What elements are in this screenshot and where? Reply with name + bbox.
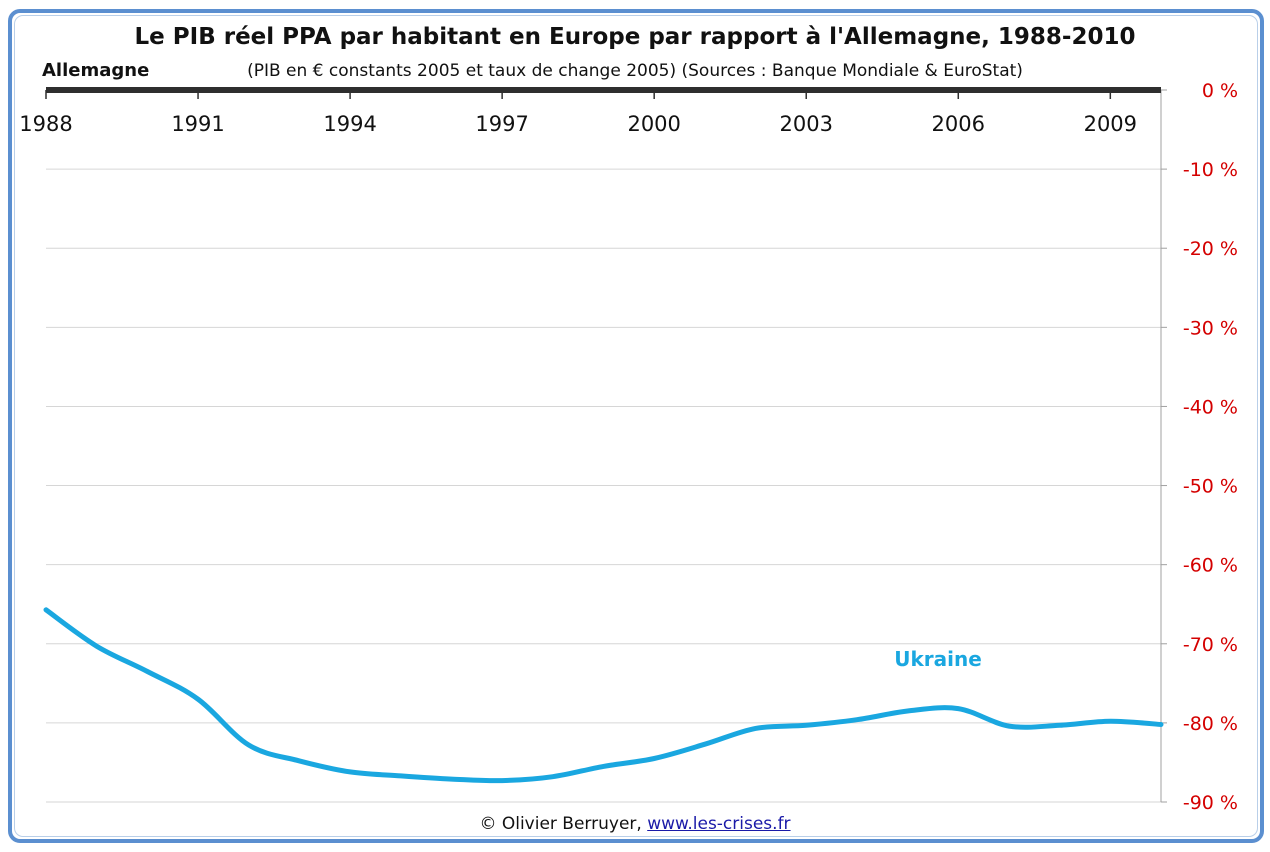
chart-subtitle: (PIB en € constants 2005 et taux de chan… bbox=[247, 61, 1023, 81]
y-tick-label-5: -50 % bbox=[1183, 476, 1238, 498]
y-tick-label-0: 0 % bbox=[1202, 80, 1238, 102]
credit-author: © Olivier Berruyer, bbox=[479, 814, 642, 834]
x-tick-label-5: 2003 bbox=[780, 112, 833, 136]
x-tick-label-0: 1988 bbox=[19, 112, 72, 136]
y-tick-label-6: -60 % bbox=[1183, 555, 1238, 577]
chart-title: Le PIB réel PPA par habitant en Europe p… bbox=[134, 24, 1136, 50]
y-tick-label-4: -40 % bbox=[1183, 396, 1238, 418]
series-label-0: Ukraine bbox=[894, 647, 982, 671]
y-tick-label-3: -30 % bbox=[1183, 317, 1238, 339]
reference-label: Allemagne bbox=[42, 60, 150, 81]
series-line-0 bbox=[43, 607, 1164, 784]
x-tick-label-7: 2009 bbox=[1084, 112, 1137, 136]
x-tick-label-3: 1997 bbox=[475, 112, 528, 136]
x-tick-label-1: 1991 bbox=[171, 112, 224, 136]
y-tick-label-7: -70 % bbox=[1183, 634, 1238, 656]
chart-frame bbox=[8, 9, 1264, 843]
x-tick-label-4: 2000 bbox=[627, 112, 680, 136]
credit-link[interactable]: www.les-crises.fr bbox=[647, 814, 791, 834]
x-tick-label-2: 1994 bbox=[323, 112, 376, 136]
y-tick-label-1: -10 % bbox=[1183, 159, 1238, 181]
x-tick-label-6: 2006 bbox=[932, 112, 985, 136]
y-tick-label-2: -20 % bbox=[1183, 238, 1238, 260]
y-tick-label-9: -90 % bbox=[1183, 792, 1238, 814]
credit-line: © Olivier Berruyer, www.les-crises.fr bbox=[0, 814, 1270, 834]
y-tick-label-8: -80 % bbox=[1183, 713, 1238, 735]
